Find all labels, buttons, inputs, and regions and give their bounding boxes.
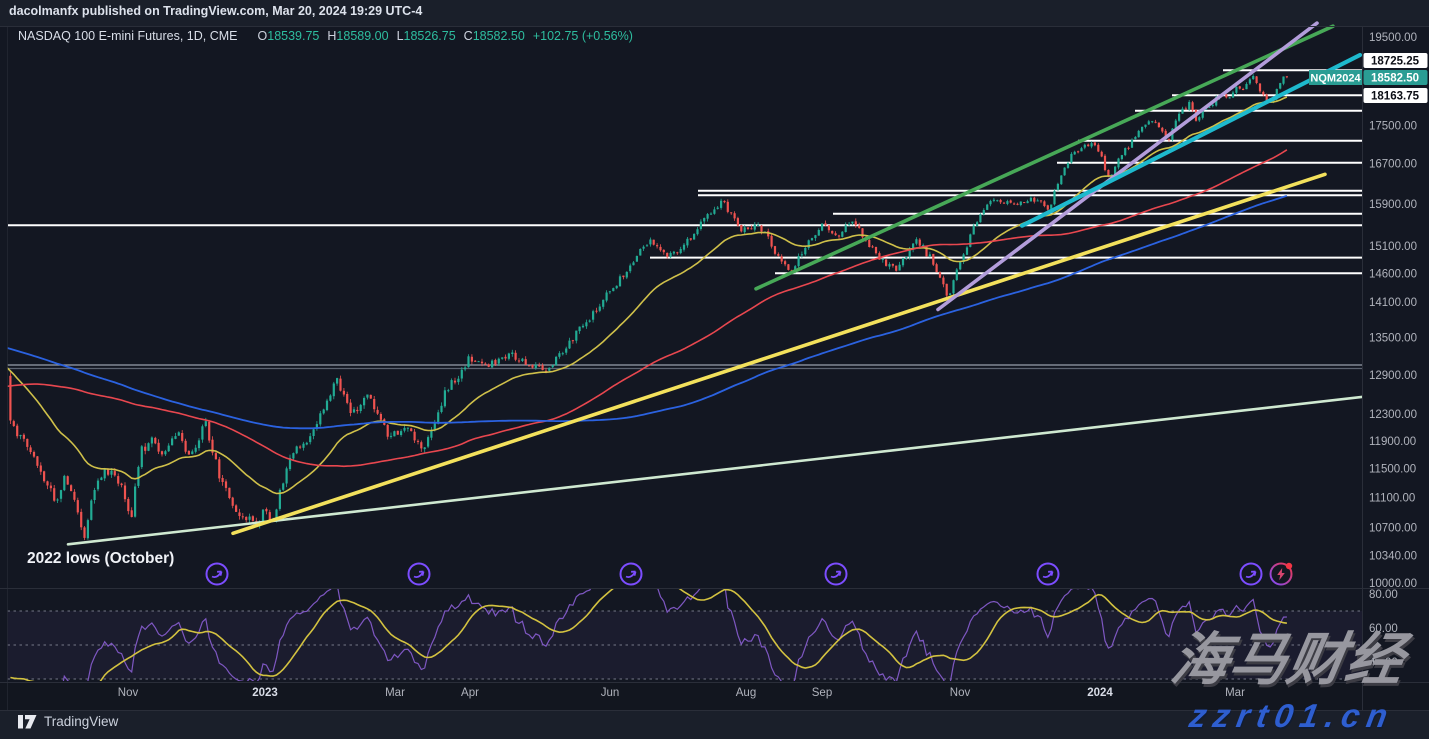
svg-text:Mar: Mar <box>385 687 405 699</box>
svg-text:NQM2024: NQM2024 <box>1310 73 1361 85</box>
svg-text:10000.00: 10000.00 <box>1369 578 1417 590</box>
rsi-band-fill <box>7 611 1362 679</box>
contract-rollover-icon[interactable] <box>205 562 229 586</box>
svg-text:13500.00: 13500.00 <box>1369 333 1417 345</box>
svg-text:11900.00: 11900.00 <box>1369 436 1416 448</box>
close-value: 18582.50 <box>472 29 525 43</box>
watermark-url: zzrt01.cn <box>1186 697 1398 734</box>
footer-strip <box>0 710 1429 739</box>
series-symbol-label[interactable]: NQM2024 <box>1309 70 1362 85</box>
yellow-major-trend[interactable] <box>231 172 1327 536</box>
mint-2022-lows-trend[interactable] <box>66 395 1362 546</box>
svg-text:Nov: Nov <box>118 687 139 699</box>
price-label-box[interactable]: 18725.25 <box>1363 53 1428 68</box>
tradingview-footer[interactable]: TradingView <box>18 714 118 729</box>
teal-trend[interactable] <box>1019 52 1362 228</box>
rsi-ma-line <box>10 589 1288 681</box>
watermark-brand: 海马财经 <box>1166 628 1410 692</box>
contract-rollover-icon[interactable] <box>1036 562 1060 586</box>
svg-text:16700.00: 16700.00 <box>1369 159 1417 171</box>
tradingview-logo-icon <box>18 714 37 728</box>
svg-text:Aug: Aug <box>736 687 756 699</box>
svg-text:18582.50: 18582.50 <box>1371 73 1419 85</box>
svg-text:14100.00: 14100.00 <box>1369 297 1417 309</box>
price-label-box[interactable]: 18163.75 <box>1363 88 1428 103</box>
svg-text:60.00: 60.00 <box>1369 623 1398 635</box>
lows-annotation[interactable]: 2022 lows (October) <box>27 550 175 567</box>
svg-text:10340.00: 10340.00 <box>1369 551 1417 563</box>
contract-rollover-icon[interactable] <box>824 562 848 586</box>
moving-average-SMA200 <box>7 194 1288 430</box>
green-channel-trend[interactable] <box>754 24 1335 291</box>
main-pane[interactable] <box>0 21 1362 586</box>
publish-attribution: dacolmanfx published on TradingView.com,… <box>9 4 423 18</box>
svg-text:18725.25: 18725.25 <box>1371 56 1420 68</box>
svg-text:17500.00: 17500.00 <box>1369 121 1417 133</box>
contract-rollover-icon[interactable] <box>1239 562 1263 586</box>
svg-text:2023: 2023 <box>252 687 278 699</box>
close-label: C <box>463 29 473 43</box>
change-value: +102.75 (+0.56%) <box>532 29 633 43</box>
svg-text:15900.00: 15900.00 <box>1369 199 1417 211</box>
price-label-box[interactable]: 18582.50 <box>1363 70 1428 85</box>
moving-average-SMA100 <box>7 149 1288 468</box>
svg-text:Nov: Nov <box>950 687 971 699</box>
svg-text:40.00: 40.00 <box>1369 657 1398 669</box>
high-value: 18589.00 <box>336 29 389 43</box>
symbol-legend[interactable]: NASDAQ 100 E-mini Futures, 1D, CME O18539… <box>18 29 633 43</box>
svg-text:12900.00: 12900.00 <box>1369 370 1417 382</box>
svg-text:15100.00: 15100.00 <box>1369 241 1417 253</box>
svg-text:80.00: 80.00 <box>1369 589 1398 601</box>
flash-event-icon[interactable] <box>1269 562 1293 586</box>
svg-text:11500.00: 11500.00 <box>1369 464 1416 476</box>
svg-text:Jun: Jun <box>601 687 620 699</box>
symbol-title: NASDAQ 100 E-mini Futures, 1D, CME <box>18 29 238 43</box>
tradingview-brand-text: TradingView <box>44 714 119 729</box>
svg-text:19500.00: 19500.00 <box>1369 32 1417 44</box>
header-strip <box>0 0 1429 26</box>
svg-text:Sep: Sep <box>812 687 832 699</box>
price-axis[interactable]: 19500.00 17500.00 16700.00 15900.00 15100.00… <box>1369 32 1417 669</box>
time-axis-strip[interactable] <box>0 682 1429 710</box>
svg-text:2024: 2024 <box>1087 687 1113 699</box>
candlestick-series <box>9 74 1288 541</box>
svg-text:10700.00: 10700.00 <box>1369 523 1417 535</box>
svg-text:12300.00: 12300.00 <box>1369 409 1417 421</box>
svg-text:Mar: Mar <box>1225 687 1245 699</box>
rsi-line <box>62 589 1287 681</box>
rsi-pane[interactable] <box>7 568 1363 710</box>
high-label: H <box>327 29 337 43</box>
contract-rollover-icon[interactable] <box>407 562 431 586</box>
contract-rollover-icon[interactable] <box>619 562 643 586</box>
svg-text:14600.00: 14600.00 <box>1369 269 1417 281</box>
svg-text:Apr: Apr <box>461 687 479 699</box>
svg-text:11100.00: 11100.00 <box>1369 493 1415 505</box>
low-label: L <box>396 29 404 43</box>
low-value: 18526.75 <box>403 29 456 43</box>
open-value: 18539.75 <box>267 29 320 43</box>
lavender-trend[interactable] <box>936 21 1319 312</box>
open-label: O <box>257 29 268 43</box>
svg-text:18163.75: 18163.75 <box>1371 91 1420 103</box>
time-axis[interactable]: Nov 2023 Mar Apr Jun Aug Sep Nov 2024 Mar <box>118 687 1245 699</box>
